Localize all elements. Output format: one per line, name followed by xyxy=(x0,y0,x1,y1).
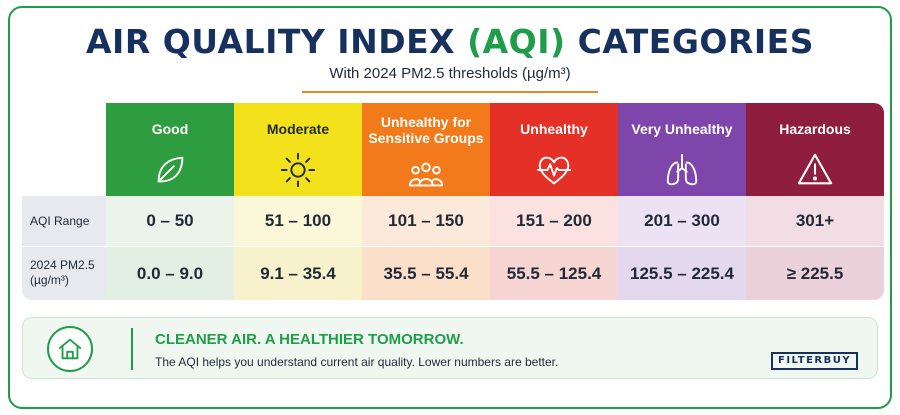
message-banner: CLEANER AIR. A HEALTHIER TOMORROW. The A… xyxy=(22,317,878,379)
page-title: AIR QUALITY INDEX (AQI) CATEGORIES xyxy=(0,22,900,61)
aqi-range-moderate: 51 – 100 xyxy=(234,196,362,246)
category-header-good: Good xyxy=(106,103,234,196)
category-label: Very Unhealthy xyxy=(631,121,733,137)
category-header-hazardous: Hazardous xyxy=(746,103,884,196)
category-header-unhealthy-sensitive: Unhealthy for Sensitive Groups xyxy=(362,103,490,196)
people-group-icon xyxy=(407,155,445,193)
table-corner xyxy=(22,103,106,196)
home-icon xyxy=(47,326,93,372)
lungs-icon xyxy=(663,151,701,189)
pm25-unhealthy: 55.5 – 125.4 xyxy=(490,247,618,300)
pm25-very-unhealthy: 125.5 – 225.4 xyxy=(618,247,746,300)
category-label: Unhealthy for Sensitive Groups xyxy=(368,114,484,146)
row-label-pm25: 2024 PM2.5 (µg/m³) xyxy=(22,246,106,300)
brand-logo: FILTERBUY xyxy=(771,352,859,370)
pm25-good: 0.0 – 9.0 xyxy=(106,247,234,300)
aqi-range-very-unhealthy: 201 – 300 xyxy=(618,196,746,246)
warning-triangle-icon xyxy=(796,151,834,189)
title-main: AIR QUALITY INDEX xyxy=(86,22,468,61)
aqi-range-good: 0 – 50 xyxy=(106,196,234,246)
page-subtitle: With 2024 PM2.5 thresholds (µg/m³) xyxy=(329,65,571,82)
category-header-unhealthy: Unhealthy xyxy=(490,103,618,196)
title-accent: (AQI) xyxy=(467,22,566,61)
heart-pulse-icon xyxy=(535,151,573,189)
category-label: Moderate xyxy=(266,121,330,137)
leaf-icon xyxy=(151,151,189,189)
sun-icon xyxy=(279,151,317,189)
pm25-unhealthy-sensitive: 35.5 – 55.4 xyxy=(362,247,490,300)
row-label-aqi-range: AQI Range xyxy=(22,196,106,246)
banner-title: CLEANER AIR. A HEALTHIER TOMORROW. xyxy=(155,331,464,348)
aqi-table: Good Moderate Unhealthy for Sensitive Gro… xyxy=(22,103,884,300)
banner-divider xyxy=(131,328,133,370)
category-label: Good xyxy=(151,121,189,137)
category-label: Unhealthy xyxy=(520,121,588,137)
category-header-moderate: Moderate xyxy=(234,103,362,196)
aqi-range-unhealthy-sensitive: 101 – 150 xyxy=(362,196,490,246)
aqi-range-unhealthy: 151 – 200 xyxy=(490,196,618,246)
banner-text: The AQI helps you understand current air… xyxy=(155,355,559,369)
row-divider xyxy=(22,246,884,247)
category-label: Hazardous xyxy=(779,121,851,137)
subtitle-underline xyxy=(302,91,598,93)
title-tail: CATEGORIES xyxy=(565,22,814,61)
pm25-hazardous: ≥ 225.5 xyxy=(746,247,884,300)
aqi-range-hazardous: 301+ xyxy=(746,196,884,246)
pm25-moderate: 9.1 – 35.4 xyxy=(234,247,362,300)
category-header-very-unhealthy: Very Unhealthy xyxy=(618,103,746,196)
